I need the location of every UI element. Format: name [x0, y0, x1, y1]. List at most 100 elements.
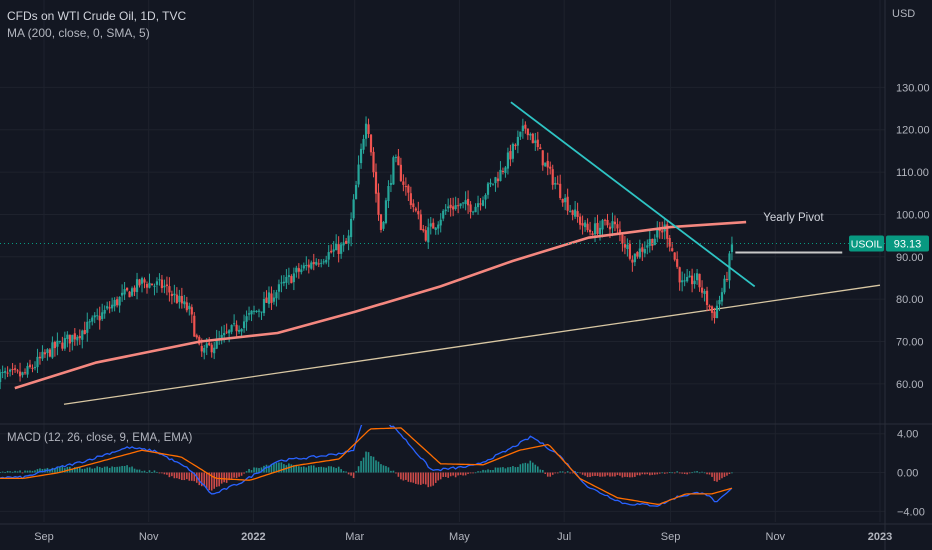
candle-body[interactable] [190, 307, 193, 315]
candle-body[interactable] [504, 167, 507, 173]
candle-body[interactable] [392, 157, 395, 185]
candle-body[interactable] [317, 263, 320, 265]
candle-body[interactable] [300, 269, 303, 273]
candle-body[interactable] [564, 197, 567, 203]
candle-body[interactable] [71, 334, 74, 343]
candle-body[interactable] [193, 315, 196, 337]
candle-body[interactable] [539, 147, 542, 150]
candle-body[interactable] [173, 293, 176, 296]
candle-body[interactable] [93, 315, 96, 318]
candle-body[interactable] [335, 243, 338, 251]
candle-body[interactable] [656, 228, 659, 238]
candle-body[interactable] [163, 285, 166, 288]
ma-indicator-label[interactable]: MA (200, close, 0, SMA, 5) [7, 26, 150, 40]
candle-body[interactable] [474, 206, 477, 213]
candle-body[interactable] [0, 372, 2, 383]
candle-body[interactable] [195, 335, 198, 338]
candle-body[interactable] [725, 278, 729, 280]
candle-body[interactable] [399, 164, 402, 182]
candle-body[interactable] [312, 262, 315, 265]
candle-body[interactable] [56, 340, 59, 347]
candle-body[interactable] [574, 209, 577, 217]
candle-body[interactable] [579, 216, 582, 225]
candle-body[interactable] [588, 229, 592, 233]
candle-body[interactable] [245, 316, 248, 322]
candle-body[interactable] [33, 366, 37, 369]
candle-body[interactable] [96, 315, 99, 317]
candle-body[interactable] [325, 259, 328, 263]
candle-body[interactable] [305, 264, 308, 266]
candle-body[interactable] [693, 280, 696, 285]
candle-body[interactable] [235, 324, 238, 332]
candle-body[interactable] [148, 282, 151, 288]
candle-body[interactable] [481, 200, 485, 206]
macd-signal-line[interactable] [0, 427, 733, 505]
candle-body[interactable] [462, 202, 465, 204]
candle-body[interactable] [16, 370, 19, 372]
candle-body[interactable] [509, 151, 512, 160]
candle-body[interactable] [447, 206, 450, 209]
candle-body[interactable] [354, 185, 358, 200]
candle-body[interactable] [135, 279, 139, 293]
candle-body[interactable] [68, 334, 71, 344]
candle-body[interactable] [673, 252, 676, 260]
candle-body[interactable] [307, 264, 310, 268]
candle-body[interactable] [561, 198, 564, 203]
candle-body[interactable] [357, 164, 360, 185]
candle-body[interactable] [36, 356, 39, 368]
candle-body[interactable] [387, 185, 390, 201]
last-price-tag[interactable] [886, 235, 929, 252]
candle-body[interactable] [18, 371, 22, 377]
candle-body[interactable] [61, 342, 64, 349]
candle-body[interactable] [593, 223, 597, 235]
candle-body[interactable] [113, 299, 116, 307]
candle-body[interactable] [569, 210, 572, 212]
candle-body[interactable] [116, 299, 119, 306]
candle-body[interactable] [285, 276, 288, 283]
candle-body[interactable] [225, 331, 228, 333]
candle-body[interactable] [21, 372, 24, 376]
candle-body[interactable] [158, 279, 161, 281]
candle-body[interactable] [255, 310, 258, 313]
candle-body[interactable] [38, 356, 42, 359]
candle-body[interactable] [130, 288, 134, 296]
candle-body[interactable] [419, 214, 422, 231]
candle-body[interactable] [626, 244, 629, 250]
candle-body[interactable] [332, 249, 335, 252]
candle-body[interactable] [145, 284, 149, 288]
candle-body[interactable] [379, 214, 383, 230]
candle-body[interactable] [583, 222, 587, 228]
candle-body[interactable] [290, 276, 293, 284]
candle-body[interactable] [81, 330, 84, 340]
candle-body[interactable] [367, 124, 370, 134]
candle-body[interactable] [237, 329, 241, 332]
candle-body[interactable] [633, 253, 636, 263]
candle-body[interactable] [108, 307, 111, 309]
candle-body[interactable] [534, 140, 537, 143]
candle-body[interactable] [295, 267, 298, 273]
candle-body[interactable] [422, 228, 425, 231]
candle-body[interactable] [651, 238, 654, 246]
candle-body[interactable] [429, 223, 432, 227]
candle-body[interactable] [185, 302, 188, 311]
candle-body[interactable] [638, 248, 641, 258]
candle-body[interactable] [73, 333, 76, 340]
candle-body[interactable] [686, 276, 689, 282]
candle-body[interactable] [394, 157, 398, 159]
candle-body[interactable] [280, 282, 283, 284]
candle-body[interactable] [165, 284, 169, 287]
candle-body[interactable] [374, 171, 378, 194]
candle-body[interactable] [125, 287, 129, 291]
candle-body[interactable] [121, 292, 124, 296]
candle-body[interactable] [730, 244, 734, 252]
candle-body[interactable] [233, 323, 236, 325]
symbol-tag[interactable] [849, 235, 884, 252]
candle-body[interactable] [611, 221, 614, 229]
candle-body[interactable] [549, 166, 552, 169]
candle-body[interactable] [628, 243, 631, 259]
candle-body[interactable] [11, 369, 14, 371]
candle-body[interactable] [292, 273, 295, 283]
candle-body[interactable] [496, 178, 500, 182]
candle-body[interactable] [277, 284, 281, 292]
candle-body[interactable] [133, 287, 136, 292]
